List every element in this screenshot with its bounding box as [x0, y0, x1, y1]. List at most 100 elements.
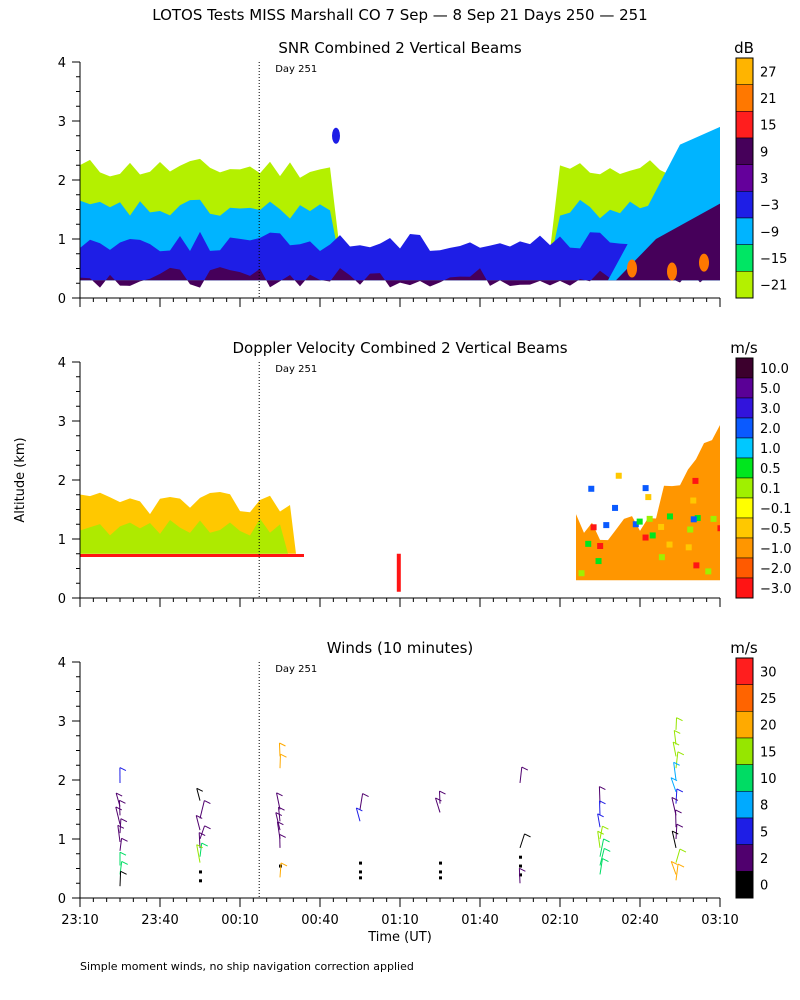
wind-calm-dot	[199, 870, 202, 874]
y-tick-label: 0	[58, 292, 66, 307]
day-marker-label: Day 251	[275, 64, 317, 75]
colorbar-label: 1.0	[760, 442, 781, 457]
colorbar-swatch	[735, 137, 754, 165]
colorbar-label: 15	[760, 745, 777, 760]
panel-title-winds: Winds (10 minutes)	[327, 639, 474, 657]
doppler-cell	[666, 513, 673, 520]
panel-title-snr: SNR Combined 2 Vertical Beams	[278, 39, 521, 57]
wind-barb-flag	[276, 792, 283, 797]
doppler-cell	[615, 472, 622, 479]
wind-barb-flag	[121, 837, 128, 842]
doppler-spike	[396, 553, 401, 592]
colorbar-swatch	[735, 397, 754, 419]
x-tick-label: 03:10	[701, 913, 738, 928]
wind-barb-flag	[120, 818, 128, 823]
y-tick-label: 4	[58, 356, 66, 371]
wind-barb-flag	[676, 717, 683, 722]
colorbar-swatch	[735, 244, 754, 272]
doppler-right-region	[576, 425, 720, 581]
doppler-cell	[658, 523, 665, 530]
unit-label-winds: m/s	[730, 639, 758, 657]
doppler-cell	[666, 541, 673, 548]
colorbar-label: −21	[760, 279, 787, 294]
colorbar-swatch	[735, 737, 754, 765]
y-tick-label: 0	[58, 592, 66, 607]
wind-barb	[599, 858, 603, 875]
wind-barb	[670, 777, 677, 792]
colorbar-label: 0.5	[760, 462, 781, 477]
snr-colorbar: 27 21 15 9 3 −3 −9 −15 −21	[735, 57, 787, 299]
x-tick-label: 01:40	[461, 913, 498, 928]
colorbar-swatch	[735, 111, 754, 139]
y-tick-label: 3	[58, 115, 66, 130]
doppler-cell	[590, 524, 597, 531]
x-tick-label: 00:40	[301, 913, 338, 928]
wind-barb-flag	[356, 807, 363, 812]
colorbar-label: 20	[760, 719, 777, 734]
snr-peak-1	[667, 262, 677, 281]
wind-barb-flag	[195, 815, 203, 819]
doppler-left-weak	[80, 518, 288, 554]
wind-barb	[199, 842, 203, 857]
colorbar-label: −1.0	[760, 542, 792, 557]
x-tick-label: 23:40	[141, 913, 178, 928]
x-tick-label: 01:10	[381, 913, 418, 928]
wind-barb	[434, 797, 441, 813]
wind-calm-dot	[519, 864, 522, 868]
wind-barb-flag	[604, 847, 611, 852]
wind-barb	[675, 788, 678, 804]
wind-barb-flag	[204, 825, 211, 830]
wind-calm-dot	[439, 870, 442, 874]
wind-calm-dot	[359, 870, 362, 874]
colorbar-label: 5	[760, 825, 768, 840]
wind-barb-flag	[676, 823, 684, 828]
figure-title: LOTOS Tests MISS Marshall CO 7 Sep — 8 S…	[152, 6, 647, 24]
colorbar-label: 8	[760, 799, 768, 814]
colorbar-label: 21	[760, 92, 777, 107]
colorbar-frame	[735, 357, 754, 599]
colorbar-swatch	[735, 577, 754, 599]
colorbar-swatch	[735, 377, 754, 399]
panel-title-doppler: Doppler Velocity Combined 2 Vertical Bea…	[232, 339, 567, 357]
footnote: Simple moment winds, no ship navigation …	[80, 960, 414, 973]
colorbar-label: 9	[760, 145, 768, 160]
wind-barb	[599, 838, 605, 857]
wind-calm-dot	[519, 873, 522, 877]
colorbar-swatch	[735, 764, 754, 792]
wind-barb	[597, 831, 601, 848]
colorbar-label: −9	[760, 225, 779, 240]
colorbar-label: −2.0	[760, 562, 792, 577]
x-tick-label: 02:40	[621, 913, 658, 928]
colorbar-label: 2	[760, 852, 768, 867]
wind-barb-flag	[675, 809, 682, 814]
colorbar-label: 27	[760, 65, 777, 80]
colorbar-swatch	[735, 57, 754, 85]
colorbar-swatch	[735, 871, 754, 899]
x-tick-label: 02:10	[541, 913, 578, 928]
wind-barb-flag	[673, 761, 680, 766]
wind-barb-flag	[277, 821, 284, 826]
wind-barb	[675, 751, 679, 769]
wind-barb-flag	[676, 788, 684, 793]
doppler-cell	[692, 477, 699, 484]
wind-barb-flag	[671, 797, 679, 801]
y-tick-label: 4	[58, 56, 66, 71]
wind-barb-flag	[204, 800, 211, 804]
wind-barb	[519, 833, 526, 849]
doppler-cell	[645, 494, 652, 501]
wind-calm-dot	[519, 855, 522, 859]
wind-calm-dot	[199, 879, 202, 883]
y-tick-label: 1	[58, 833, 66, 848]
doppler-cell	[690, 497, 697, 504]
colorbar-label: 3.0	[760, 402, 781, 417]
doppler-cell	[693, 562, 700, 569]
wind-barb-flag	[672, 830, 679, 835]
wind-barb	[276, 792, 281, 810]
wind-barb-flag	[201, 842, 208, 847]
wind-barb-flag	[279, 833, 286, 838]
doppler-cell	[632, 521, 639, 528]
wind-barb-flag	[677, 863, 685, 868]
doppler-cell	[705, 568, 712, 575]
wind-barb	[279, 862, 282, 878]
wind-barb-flag	[115, 806, 123, 811]
